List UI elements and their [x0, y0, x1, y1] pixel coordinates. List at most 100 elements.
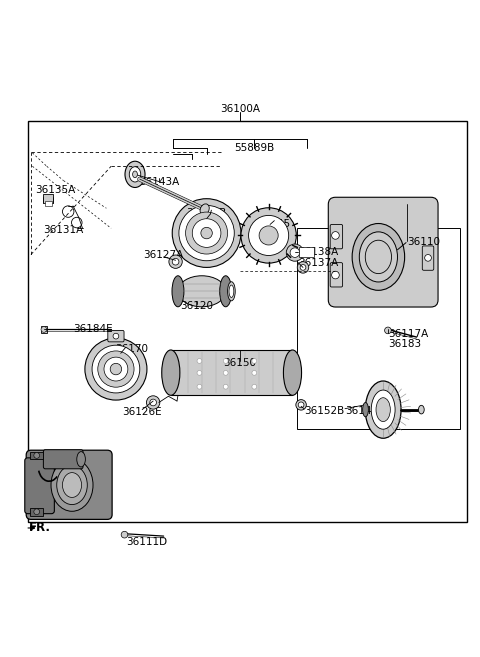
Text: 36120: 36120 — [180, 301, 214, 311]
Circle shape — [201, 227, 212, 238]
Circle shape — [241, 208, 296, 263]
Circle shape — [223, 359, 228, 363]
Text: 36137B: 36137B — [186, 208, 227, 218]
Circle shape — [384, 327, 391, 334]
Ellipse shape — [360, 232, 397, 282]
Circle shape — [110, 363, 121, 374]
Ellipse shape — [62, 472, 82, 497]
Circle shape — [85, 338, 147, 400]
Circle shape — [41, 327, 47, 332]
Circle shape — [252, 359, 257, 363]
Circle shape — [197, 384, 202, 389]
FancyBboxPatch shape — [328, 197, 438, 307]
Circle shape — [192, 219, 221, 248]
FancyBboxPatch shape — [26, 450, 112, 520]
Circle shape — [286, 244, 303, 261]
Circle shape — [34, 453, 39, 459]
Text: 36143A: 36143A — [139, 177, 179, 187]
Ellipse shape — [129, 167, 141, 182]
Bar — [30, 451, 43, 459]
Ellipse shape — [419, 405, 424, 414]
Circle shape — [146, 396, 160, 409]
Circle shape — [197, 371, 202, 375]
Circle shape — [186, 212, 228, 254]
FancyBboxPatch shape — [330, 225, 343, 249]
Circle shape — [259, 226, 278, 245]
Text: 36138A: 36138A — [298, 247, 338, 257]
Ellipse shape — [363, 403, 368, 417]
Circle shape — [252, 384, 257, 389]
Text: 36150: 36150 — [224, 358, 256, 368]
Text: 36131A: 36131A — [43, 225, 84, 235]
Bar — [41, 326, 47, 333]
Ellipse shape — [229, 285, 234, 298]
FancyBboxPatch shape — [25, 458, 54, 514]
Bar — [297, 228, 459, 429]
Circle shape — [290, 248, 300, 258]
Circle shape — [98, 351, 134, 387]
Text: 36145: 36145 — [257, 219, 290, 229]
FancyBboxPatch shape — [43, 449, 83, 469]
Ellipse shape — [365, 381, 401, 438]
Ellipse shape — [51, 459, 93, 511]
FancyBboxPatch shape — [108, 330, 124, 342]
Ellipse shape — [125, 161, 145, 187]
Text: FR.: FR. — [29, 522, 51, 535]
Ellipse shape — [172, 276, 184, 307]
Circle shape — [425, 254, 432, 261]
Circle shape — [104, 357, 128, 381]
Circle shape — [296, 399, 306, 410]
FancyBboxPatch shape — [330, 263, 343, 287]
Ellipse shape — [57, 465, 87, 505]
Text: 36170: 36170 — [115, 344, 148, 355]
Bar — [28, 121, 467, 522]
Ellipse shape — [200, 204, 209, 215]
Circle shape — [172, 258, 179, 265]
Text: 36184E: 36184E — [73, 323, 113, 334]
Circle shape — [300, 265, 306, 270]
Ellipse shape — [220, 276, 232, 307]
Text: 36100A: 36100A — [220, 104, 260, 114]
Circle shape — [332, 232, 339, 239]
Text: 36111D: 36111D — [126, 537, 168, 547]
Text: 36117A: 36117A — [388, 329, 428, 339]
Circle shape — [72, 217, 82, 228]
Circle shape — [197, 359, 202, 363]
Circle shape — [172, 198, 241, 267]
Circle shape — [121, 532, 128, 538]
Text: 55889B: 55889B — [234, 143, 275, 153]
Circle shape — [150, 399, 156, 406]
Ellipse shape — [132, 171, 137, 177]
Bar — [45, 201, 52, 206]
Text: 36135A: 36135A — [35, 185, 75, 195]
Circle shape — [113, 333, 119, 339]
Bar — [43, 194, 53, 203]
Text: 36137A: 36137A — [298, 258, 338, 267]
Circle shape — [332, 271, 339, 279]
Bar — [171, 350, 292, 396]
Circle shape — [62, 206, 74, 217]
Text: 36110: 36110 — [407, 237, 440, 246]
Text: 36146A: 36146A — [345, 405, 385, 416]
Text: 36126E: 36126E — [122, 407, 162, 417]
Circle shape — [249, 215, 288, 256]
Circle shape — [92, 345, 140, 393]
FancyBboxPatch shape — [422, 246, 434, 270]
Ellipse shape — [365, 240, 392, 273]
Circle shape — [179, 206, 234, 261]
Circle shape — [252, 371, 257, 375]
Ellipse shape — [352, 223, 405, 290]
Bar — [299, 248, 314, 257]
Text: 36152B: 36152B — [304, 405, 344, 416]
Ellipse shape — [77, 451, 85, 467]
Circle shape — [223, 384, 228, 389]
Bar — [30, 508, 43, 516]
Ellipse shape — [162, 350, 180, 396]
Circle shape — [297, 261, 309, 273]
Circle shape — [223, 371, 228, 375]
Ellipse shape — [371, 390, 395, 429]
Ellipse shape — [283, 350, 301, 396]
Circle shape — [169, 255, 182, 268]
Ellipse shape — [228, 282, 235, 301]
Ellipse shape — [178, 276, 226, 307]
